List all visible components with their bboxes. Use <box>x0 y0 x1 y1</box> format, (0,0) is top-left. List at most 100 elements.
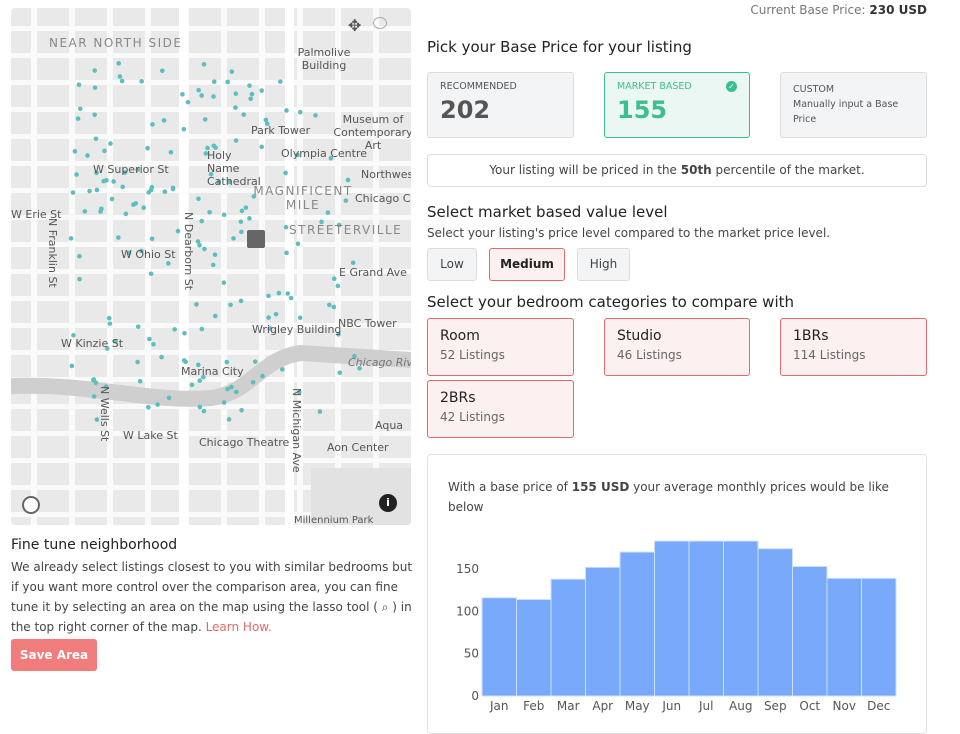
street <box>11 458 411 463</box>
listing-dot <box>284 108 289 113</box>
listing-dot <box>199 93 204 98</box>
listing-dot <box>216 179 222 185</box>
listing-dot <box>229 384 234 390</box>
pick-title: Pick your Base Price for your listing <box>427 38 692 56</box>
listing-dot <box>182 330 187 336</box>
listing-dot <box>74 172 79 177</box>
listing-dot <box>239 208 245 214</box>
card-value: 155 <box>617 96 668 124</box>
neighborhood-desc: We already select listings closest to yo… <box>11 560 413 634</box>
pan-icon[interactable]: ✥ <box>348 16 362 35</box>
listing-dot <box>203 151 209 156</box>
listing-dot <box>233 91 239 96</box>
street <box>335 8 341 525</box>
bar-may <box>619 551 655 697</box>
level-high-button[interactable]: High <box>577 248 630 281</box>
listing-dot <box>252 359 258 364</box>
bedroom-room[interactable]: Room 52 Listings <box>427 318 574 376</box>
map-label: N Dearborn St <box>182 212 195 291</box>
map-label: W Kinzie St <box>61 337 124 350</box>
listing-dot <box>77 253 82 259</box>
lasso-icon[interactable] <box>22 496 40 514</box>
listing-dot <box>106 315 112 321</box>
current-value: 230 USD <box>869 3 927 17</box>
listing-dot <box>295 241 301 247</box>
listing-dot <box>266 315 271 320</box>
street <box>145 8 151 525</box>
listing-dot <box>266 293 271 299</box>
listing-dot <box>205 145 210 151</box>
listing-dot <box>331 304 337 310</box>
bed-name: Studio <box>617 328 662 344</box>
recommended-card[interactable]: RECOMMENDED 202 <box>427 72 574 138</box>
street <box>11 107 411 112</box>
listing-dot <box>201 408 207 414</box>
listing-dot <box>92 112 97 118</box>
listing-dot <box>221 280 227 285</box>
listing-dot <box>135 359 140 365</box>
map-label: W Lake St <box>123 429 178 442</box>
listing-dot <box>120 184 126 190</box>
map[interactable]: NEAR NORTH SIDE Palmolive Building Museu… <box>11 8 411 525</box>
listing-dot <box>325 210 331 215</box>
card-label: CUSTOM <box>793 84 835 95</box>
street <box>179 8 188 525</box>
listing-dot <box>148 187 154 193</box>
street <box>11 215 411 220</box>
listing-dot <box>98 209 103 214</box>
listing-dot <box>295 152 300 158</box>
x-tick-label: May <box>625 699 650 713</box>
percentile-note: Your listing will be priced in the 50th … <box>427 154 927 187</box>
river <box>11 344 411 407</box>
listing-dot <box>116 61 122 66</box>
listing-dot <box>92 68 98 73</box>
info-icon[interactable]: i <box>379 494 397 512</box>
caption-price: 155 USD <box>571 480 630 494</box>
listing-dot <box>147 336 152 342</box>
listing-dot <box>135 324 141 329</box>
listing-dot <box>337 370 343 376</box>
bedroom-studio[interactable]: Studio 46 Listings <box>604 318 750 376</box>
bed-count: 42 Listings <box>440 410 505 424</box>
map-label: MAGNIFICENT MILE <box>253 184 353 212</box>
listing-dot <box>175 228 181 234</box>
save-area-button[interactable]: Save Area <box>11 639 97 671</box>
street <box>285 8 294 525</box>
listing-marker[interactable] <box>247 230 265 248</box>
custom-card[interactable]: CUSTOM Manually input a Base Price <box>780 72 927 138</box>
listing-dot <box>265 121 270 126</box>
listing-dot <box>343 198 349 203</box>
map-label: W Ohio St <box>121 248 176 261</box>
listing-dot <box>87 188 92 194</box>
listing-dot <box>149 236 155 242</box>
listing-dot <box>211 79 217 85</box>
listing-dot <box>91 394 97 399</box>
lasso-icon[interactable] <box>373 17 387 29</box>
listing-dot <box>160 68 165 74</box>
street <box>11 26 411 31</box>
listing-dot <box>85 153 90 158</box>
bar-feb <box>516 598 552 697</box>
bedroom-1br[interactable]: 1BRs 114 Listings <box>780 318 927 376</box>
bedroom-2br[interactable]: 2BRs 42 Listings <box>427 380 574 438</box>
listing-dot <box>75 116 81 121</box>
listing-dot <box>259 88 264 93</box>
listing-dot <box>71 332 76 338</box>
bed-name: 1BRs <box>793 328 829 344</box>
listing-dot <box>239 408 244 413</box>
listing-dot <box>331 276 337 282</box>
x-tick-label: Oct <box>799 699 820 713</box>
listing-dot <box>283 224 289 230</box>
street <box>11 269 411 274</box>
level-low-button[interactable]: Low <box>427 248 477 281</box>
listing-dot <box>102 148 107 154</box>
market-based-card[interactable]: MARKET BASED 155 ✓ <box>604 72 750 138</box>
y-tick-label: 0 <box>471 689 479 703</box>
map-label: Chicago Ca <box>355 192 411 205</box>
neighborhood-text: We already select listings closest to yo… <box>11 557 416 637</box>
map-label: Chicago Theatre <box>199 436 290 449</box>
listing-dot <box>194 302 199 307</box>
listing-dot <box>76 82 82 88</box>
level-medium-button[interactable]: Medium <box>489 248 565 281</box>
learn-how-link[interactable]: Learn How. <box>205 620 272 634</box>
